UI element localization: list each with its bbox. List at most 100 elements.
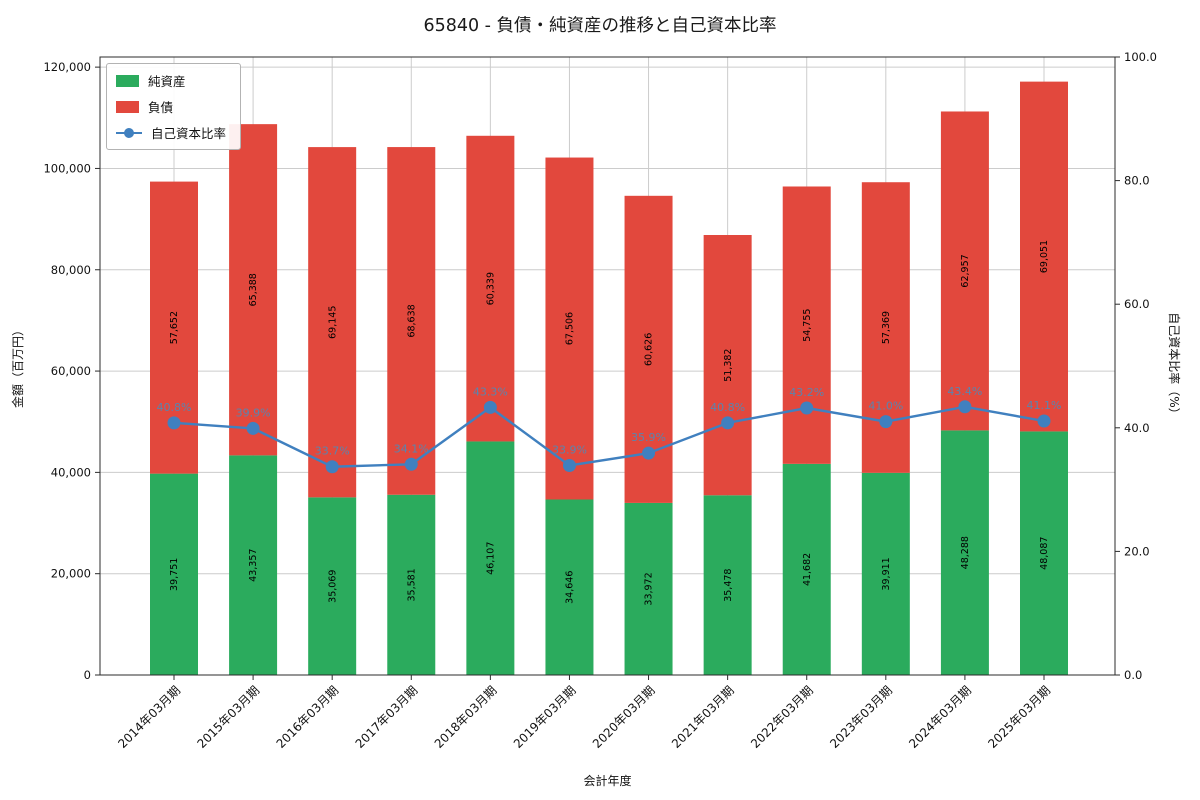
ratio-value-label: 39.9% bbox=[236, 406, 271, 419]
bar-value-label-liabilities: 57,652 bbox=[169, 311, 180, 344]
plot-border bbox=[99, 56, 1116, 676]
bar-value-label-equity: 39,751 bbox=[169, 558, 180, 591]
ratio-marker bbox=[879, 415, 893, 429]
ratio-value-label: 43.3% bbox=[473, 385, 508, 398]
ratio-line-swatch-icon bbox=[116, 127, 142, 139]
bar-segment-liabilities bbox=[387, 147, 436, 495]
ratio-value-label: 41.0% bbox=[868, 400, 903, 413]
bar-segment-equity bbox=[387, 494, 436, 675]
ratio-marker bbox=[721, 416, 735, 430]
ratio-value-label: 33.7% bbox=[315, 445, 350, 458]
bar-segment-equity bbox=[940, 430, 989, 675]
equity-swatch-icon bbox=[116, 74, 139, 87]
bar-segment-equity bbox=[545, 499, 594, 675]
bar-segment-liabilities bbox=[308, 147, 357, 498]
ratio-value-label: 35.9% bbox=[631, 431, 666, 444]
y-tick-label-left: 60,000 bbox=[51, 364, 91, 378]
bar-segment-equity bbox=[1020, 431, 1068, 675]
bar-value-label-equity: 46,107 bbox=[485, 542, 496, 575]
y-tick-label-right: 40.0 bbox=[1124, 421, 1150, 435]
y-tick-label-left: 80,000 bbox=[51, 263, 91, 277]
bar-segment-liabilities bbox=[229, 124, 278, 456]
y-tick-label-right: 20.0 bbox=[1124, 544, 1150, 558]
ratio-value-label: 40.8% bbox=[157, 401, 192, 414]
bar-value-label-liabilities: 60,626 bbox=[644, 333, 655, 366]
ratio-line-series: 40.8% 39.9% 33.7% 34.1% 43.3% 33.9% 35.9% 40.8%… bbox=[157, 385, 1061, 474]
bar-value-label-equity: 33,972 bbox=[644, 572, 655, 605]
ratio-value-label: 43.2% bbox=[789, 386, 824, 399]
bar-segment-equity bbox=[624, 502, 673, 675]
x-tick-label: 2019年03月期 bbox=[511, 683, 579, 751]
y-tick-label-right: 80.0 bbox=[1124, 174, 1150, 188]
ratio-marker bbox=[246, 421, 260, 435]
ratio-line bbox=[173, 405, 1045, 468]
bar-value-label-liabilities: 57,369 bbox=[881, 311, 892, 344]
x-tick-label: 2025年03月期 bbox=[985, 683, 1053, 751]
y-axis-label-right: 自己資本比率（%） bbox=[1167, 312, 1182, 419]
bar-value-label-equity: 48,087 bbox=[1039, 537, 1050, 570]
bar-value-label-liabilities: 67,506 bbox=[565, 312, 576, 345]
y-tick-label-right: 0.0 bbox=[1124, 668, 1142, 682]
ratio-marker bbox=[958, 400, 972, 414]
ratio-marker bbox=[404, 457, 418, 471]
bar-value-label-liabilities: 62,957 bbox=[960, 254, 971, 287]
bar-value-label-equity: 34,646 bbox=[565, 571, 576, 604]
bar-segment-liabilities bbox=[1020, 81, 1068, 432]
y-tick-label-left: 0 bbox=[84, 668, 91, 682]
bar-segment-liabilities bbox=[703, 235, 752, 496]
bar-value-label-liabilities: 51,382 bbox=[723, 349, 734, 382]
x-tick-label: 2016年03月期 bbox=[274, 683, 342, 751]
legend-label-equity: 純資産 bbox=[148, 74, 186, 89]
x-tick-label: 2022年03月期 bbox=[748, 683, 816, 751]
ratio-value-label: 33.9% bbox=[552, 443, 587, 456]
legend-item-liabilities: 負債 bbox=[116, 97, 226, 116]
bar-value-label-liabilities: 60,339 bbox=[485, 272, 496, 305]
bar-segment-liabilities bbox=[782, 186, 831, 464]
bar-value-label-equity: 43,357 bbox=[248, 549, 259, 582]
bar-segment-equity bbox=[150, 473, 198, 675]
bar-segment-equity bbox=[308, 497, 357, 675]
x-tick-label: 2023年03月期 bbox=[827, 683, 895, 751]
bar-segment-equity bbox=[229, 455, 278, 675]
ratio-marker bbox=[167, 416, 181, 430]
x-tick-label: 2017年03月期 bbox=[353, 683, 421, 751]
ratio-marker bbox=[642, 446, 656, 460]
ratio-marker bbox=[483, 400, 497, 414]
y-tick-label-right: 60.0 bbox=[1124, 297, 1150, 311]
legend-label-ratio: 自己資本比率 bbox=[151, 126, 227, 141]
x-axis-label: 会計年度 bbox=[583, 774, 632, 788]
bar-value-label-liabilities: 68,638 bbox=[406, 304, 417, 337]
ratio-value-label: 40.8% bbox=[710, 401, 745, 414]
chart-title: 65840 - 負債・純資産の推移と自己資本比率 bbox=[423, 16, 777, 36]
y-tick-label-left: 100,000 bbox=[43, 161, 91, 175]
bar-value-label-equity: 39,911 bbox=[881, 557, 892, 590]
bar-series: 39,751 57,652 43,357 65,388 35,069 69,145 35,5… bbox=[150, 81, 1068, 675]
bar-segment-liabilities bbox=[466, 135, 515, 442]
bar-value-label-equity: 35,069 bbox=[327, 570, 338, 603]
x-tick-label: 2024年03月期 bbox=[906, 683, 974, 751]
axes: 0 20,000 40,000 60,000 80,000 100,000 120,000 0… bbox=[43, 50, 1157, 751]
y-axis-label-left: 金額（百万円） bbox=[10, 324, 25, 408]
bar-value-label-liabilities: 65,388 bbox=[248, 273, 259, 306]
ratio-value-label: 43.4% bbox=[947, 385, 982, 398]
liabilities-swatch-icon bbox=[116, 100, 139, 113]
ratio-value-label: 34.1% bbox=[394, 442, 429, 455]
ratio-marker bbox=[800, 401, 814, 415]
bar-value-label-liabilities: 54,755 bbox=[802, 309, 813, 342]
legend-item-equity: 純資産 bbox=[116, 71, 226, 90]
ratio-marker bbox=[562, 458, 576, 472]
bar-segment-equity bbox=[466, 441, 515, 675]
y-tick-label-left: 40,000 bbox=[51, 465, 91, 479]
x-tick-label: 2015年03月期 bbox=[194, 683, 262, 751]
ratio-marker bbox=[1037, 414, 1051, 428]
bar-value-label-equity: 41,682 bbox=[802, 553, 813, 586]
bar-segment-equity bbox=[703, 495, 752, 675]
y-tick-label-left: 120,000 bbox=[43, 60, 91, 74]
x-tick-label: 2020年03月期 bbox=[590, 683, 658, 751]
y-tick-label-left: 20,000 bbox=[51, 567, 91, 581]
y-tick-label-right: 100.0 bbox=[1124, 50, 1157, 64]
bar-segment-equity bbox=[861, 472, 910, 675]
bar-value-label-equity: 35,581 bbox=[406, 568, 417, 601]
